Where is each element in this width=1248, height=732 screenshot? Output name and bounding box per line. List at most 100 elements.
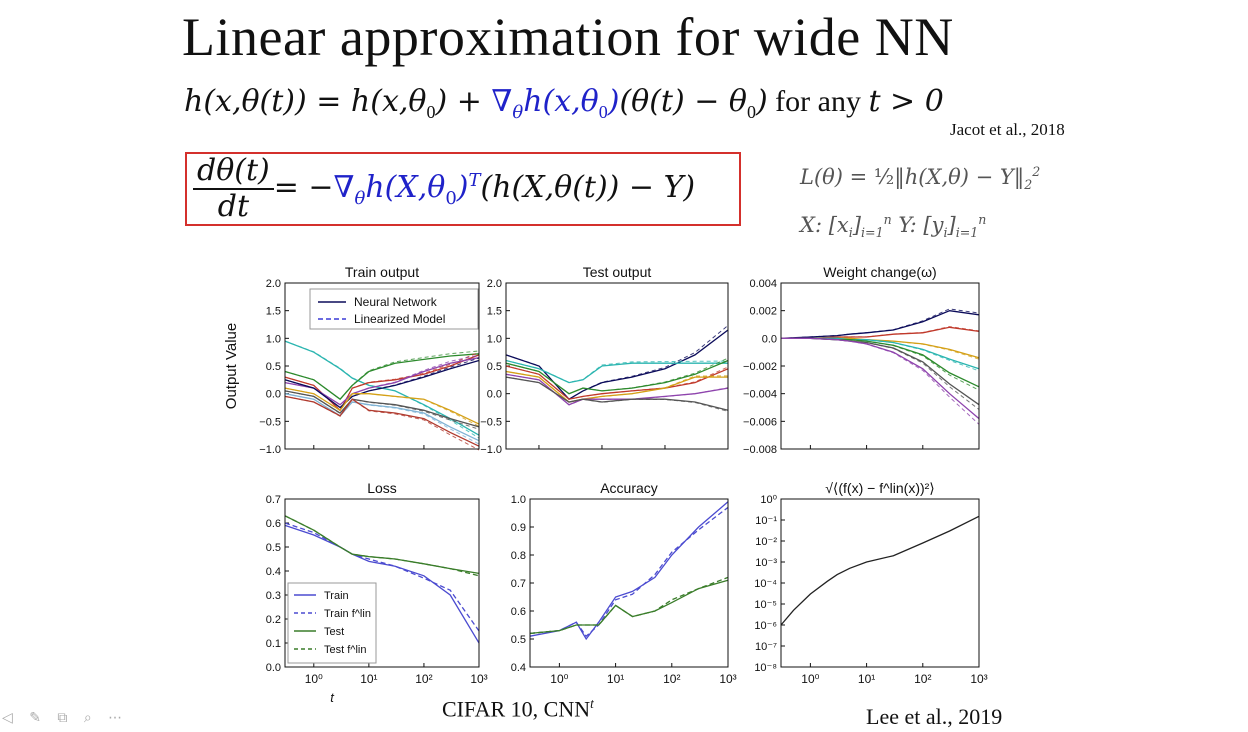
x-tick-label: 10³	[970, 672, 987, 686]
chart-title: Train output	[345, 264, 419, 280]
series-line-lin-3	[505, 365, 729, 400]
y-tick-label: 0.4	[266, 566, 281, 578]
y-tick-label: 2.0	[266, 278, 281, 290]
y-tick-label: 10⁻²	[755, 536, 777, 548]
derivative-fraction: dθ(t) dt	[193, 154, 274, 224]
series-line-lin-2	[505, 357, 729, 395]
y-tick-label: 0.004	[749, 278, 777, 290]
y-tick-label: −0.5	[259, 416, 281, 428]
x-tick-label: 10⁰	[550, 672, 568, 686]
x-tick-label: 10¹	[360, 672, 377, 686]
series-line-lin-1	[505, 360, 729, 383]
dynamics-equation: dθ(t) dt = −∇θh(X,θ0)T(h(X,θ(t)) − Y)	[193, 154, 695, 224]
series-line-3	[529, 576, 729, 635]
y-tick-label: 0.5	[511, 634, 526, 646]
series-line-1	[284, 522, 480, 632]
y-tick-label: 1.0	[511, 494, 526, 506]
series-line-1	[529, 506, 729, 638]
series-line-lin-6	[781, 337, 980, 425]
series-line-0	[780, 310, 980, 339]
x-tick-label: 10²	[914, 672, 931, 686]
series-line-0	[284, 340, 480, 436]
series-line-3	[284, 515, 480, 577]
y-axis-label: Output Value	[223, 323, 240, 409]
series-line-4	[505, 370, 728, 403]
series-line-lin-3	[284, 354, 480, 406]
y-tick-label: 0.5	[487, 361, 502, 373]
series-line-lin-5	[505, 373, 729, 406]
y-tick-label: 10⁻⁵	[754, 599, 777, 611]
loss-definition: L(θ) = ½‖h(X,θ) − Y‖22	[800, 164, 1041, 193]
x-tick-label: 10⁰	[305, 672, 323, 686]
legend-box	[309, 288, 479, 330]
y-tick-label: 0.0	[266, 662, 281, 674]
y-tick-label: 10⁻³	[755, 557, 777, 569]
x-tick-label: 10⁰	[801, 672, 819, 686]
y-tick-label: −0.008	[743, 444, 777, 456]
plot-frame	[284, 282, 480, 450]
series-line-0	[529, 501, 729, 641]
presentation-controls[interactable]: ◁ ✎ ⧉ ⌕ ⋯	[2, 710, 129, 726]
y-tick-label: −1.0	[259, 444, 281, 456]
y-tick-label: 10⁻⁸	[754, 662, 777, 674]
dataset-definition: X: [xi]i=1n Y: [yi]i=1n	[800, 212, 987, 241]
y-tick-label: 2.0	[487, 278, 502, 290]
legend-label: Test	[324, 626, 344, 638]
chart-rmse: 10⁰ 10⁻¹ 10⁻² 10⁻³ 10⁻⁴ 10⁻⁵ 10⁻⁶ 10⁻⁷ 10⁻⁸ 10⁰ 10…	[754, 480, 987, 686]
y-tick-label: 0.6	[511, 606, 526, 618]
y-tick-label: 0.8	[511, 550, 526, 562]
y-tick-label: 1.5	[487, 306, 502, 318]
y-tick-label: 0.5	[266, 361, 281, 373]
y-tick-label: −0.006	[743, 416, 777, 428]
y-tick-label: −1.0	[480, 444, 502, 456]
plot-frame	[780, 498, 980, 668]
x-axis-label: t	[330, 690, 335, 705]
legend-label: Linearized Model	[354, 312, 445, 326]
x-tick-label: 10¹	[607, 672, 624, 686]
plot-frame	[529, 498, 729, 668]
chart-title: Loss	[367, 480, 397, 496]
series-line-lin-4	[505, 371, 729, 403]
y-tick-label: 1.5	[266, 306, 281, 318]
chart-title: Weight change(ω)	[823, 264, 936, 280]
series-line-lin-0	[505, 325, 729, 400]
plot-frame	[505, 282, 729, 450]
series-line-7	[284, 393, 480, 442]
y-tick-label: 0.6	[266, 518, 281, 530]
x-tick-label: 10²	[415, 672, 432, 686]
slide-title: Linear approximation for wide NN	[182, 7, 954, 67]
chart-title: √⟨(f(x) − f^lin(x))²⟩	[825, 480, 935, 496]
series-line-lin-7	[284, 393, 480, 445]
y-tick-label: −0.004	[743, 389, 777, 401]
figure-caption: CIFAR 10, CNNt	[442, 696, 594, 722]
series-line-0	[780, 515, 980, 626]
series-line-lin-1	[284, 350, 480, 400]
y-tick-label: 10⁻⁷	[755, 641, 777, 653]
chart-title: Accuracy	[600, 480, 658, 496]
y-tick-label: 0.9	[511, 522, 526, 534]
x-tick-label: 10³	[719, 672, 736, 686]
legend-label: Neural Network	[354, 295, 438, 309]
legend-label: Train f^lin	[324, 608, 371, 620]
highlight-box	[185, 152, 741, 226]
series-line-lin-8	[284, 395, 480, 451]
y-tick-label: 10⁻⁶	[754, 620, 777, 632]
y-tick-label: −0.002	[743, 361, 777, 373]
y-tick-label: 0.0	[266, 389, 281, 401]
y-tick-label: 0.002	[749, 306, 777, 318]
y-tick-label: 0.2	[266, 614, 281, 626]
y-tick-label: 0.0	[487, 389, 502, 401]
x-tick-label: 10³	[470, 672, 487, 686]
chart-title: Test output	[583, 264, 652, 280]
linearization-equation: h(x,θ(t)) = h(x,θ0) + ∇θh(x,θ0)(θ(t) − θ…	[184, 84, 944, 123]
y-tick-label: 10⁻¹	[755, 515, 777, 527]
legend-label: Train	[324, 590, 349, 602]
y-tick-label: 0.4	[511, 662, 526, 674]
chart-weight_change: 0.004 0.002 0.0 −0.002 −0.004 −0.006 −0.008 Wei…	[743, 264, 980, 456]
y-tick-label: −0.5	[480, 416, 502, 428]
series-line-0	[284, 524, 480, 644]
citation-jacot: Jacot et al., 2018	[950, 120, 1065, 139]
y-tick-label: 0.7	[266, 494, 281, 506]
series-line-6	[284, 390, 480, 428]
